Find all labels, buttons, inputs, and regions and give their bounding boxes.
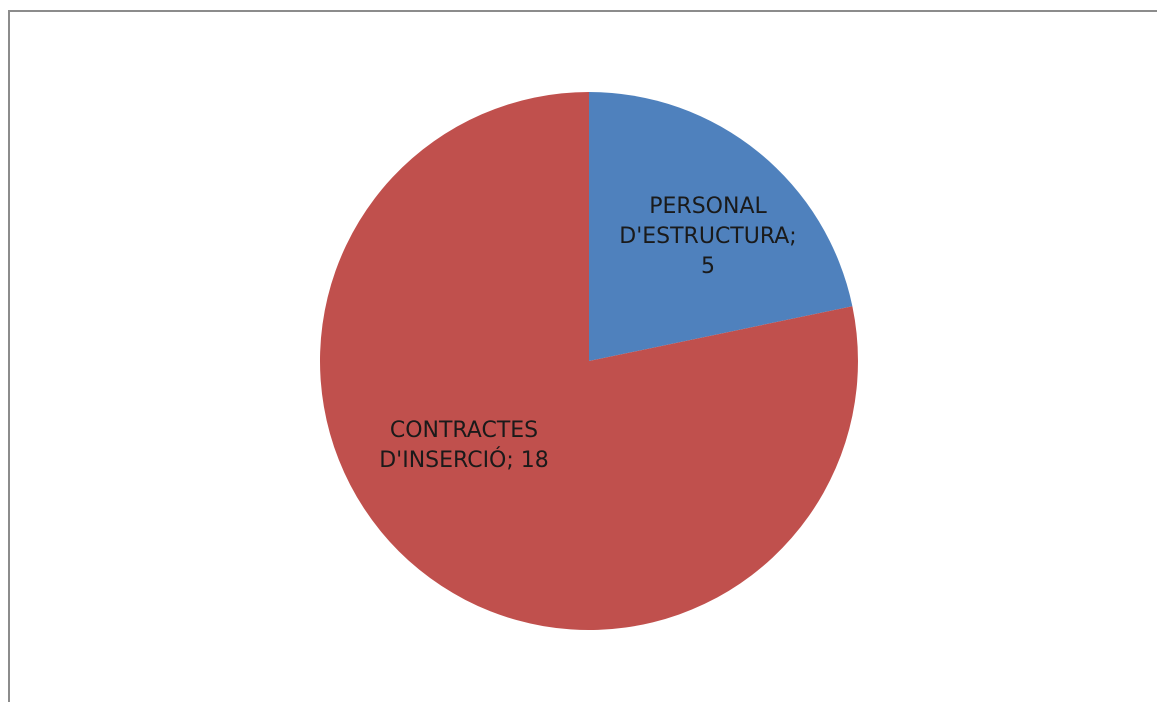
pie-chart: PERSONAL D'ESTRUCTURA; 5 CONTRACTES D'INSERC… xyxy=(319,92,858,630)
pie-slices xyxy=(319,92,858,630)
data-label-0-line-1: D'ESTRUCTURA; xyxy=(619,224,796,249)
data-label-0-line-2: 5 xyxy=(701,254,715,279)
data-label-1-line-0: CONTRACTES xyxy=(390,418,538,443)
data-label-0-line-0: PERSONAL xyxy=(649,194,767,219)
chart-area: PERSONAL D'ESTRUCTURA; 5 CONTRACTES D'INSERC… xyxy=(8,10,1157,702)
pie-slice-0 xyxy=(589,92,853,361)
data-label-0: PERSONAL D'ESTRUCTURA; 5 xyxy=(619,194,796,279)
data-label-1-line-1: D'INSERCIÓ; 18 xyxy=(379,447,549,473)
pie-slice-1 xyxy=(319,92,858,630)
pie-data-labels: PERSONAL D'ESTRUCTURA; 5 CONTRACTES D'INSERC… xyxy=(379,194,797,473)
data-label-1: CONTRACTES D'INSERCIÓ; 18 xyxy=(379,418,549,473)
